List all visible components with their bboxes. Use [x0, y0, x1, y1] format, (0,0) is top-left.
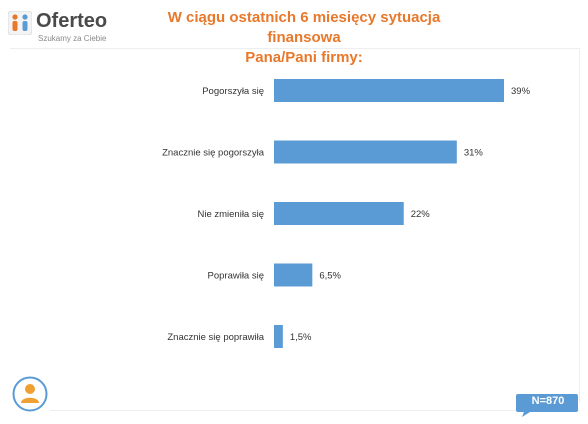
- sample-size-badge: [516, 394, 578, 417]
- category-label: Znacznie się poprawiła: [167, 332, 264, 343]
- avatar-icon[interactable]: [12, 376, 48, 412]
- value-label: 6,5%: [319, 271, 341, 282]
- chart-title-line1: W ciągu ostatnich 6 miesięcy sytuacja fi…: [167, 9, 441, 46]
- logo-tagline: Szukamy za Ciebie: [38, 34, 107, 43]
- bar: [274, 140, 457, 164]
- logo-name: Oferteo: [36, 10, 108, 32]
- logo: Oferteo Szukamy za Ciebie: [8, 8, 118, 48]
- value-label: 22%: [411, 209, 431, 220]
- category-label: Znacznie się pogorszyła: [162, 148, 265, 159]
- value-label: 39%: [511, 86, 531, 97]
- bar: [274, 325, 283, 348]
- sample-size-label: N=870: [531, 395, 565, 407]
- logo-icon: [8, 11, 32, 35]
- chart-title: W ciągu ostatnich 6 miesięcy sytuacja fi…: [130, 8, 478, 68]
- chart-title-line2: Pana/Pani firmy:: [245, 49, 363, 66]
- value-label: 31%: [464, 148, 484, 159]
- category-label: Pogorszyła się: [202, 86, 264, 97]
- category-label: Poprawiła się: [208, 271, 265, 282]
- bar: [274, 79, 504, 102]
- bar: [274, 263, 313, 287]
- category-label: Nie zmieniła się: [197, 209, 264, 220]
- footer-divider: [50, 410, 580, 411]
- right-divider: [579, 48, 580, 403]
- value-label: 1,5%: [290, 332, 312, 343]
- header-divider: [10, 48, 580, 49]
- bar: [274, 202, 404, 225]
